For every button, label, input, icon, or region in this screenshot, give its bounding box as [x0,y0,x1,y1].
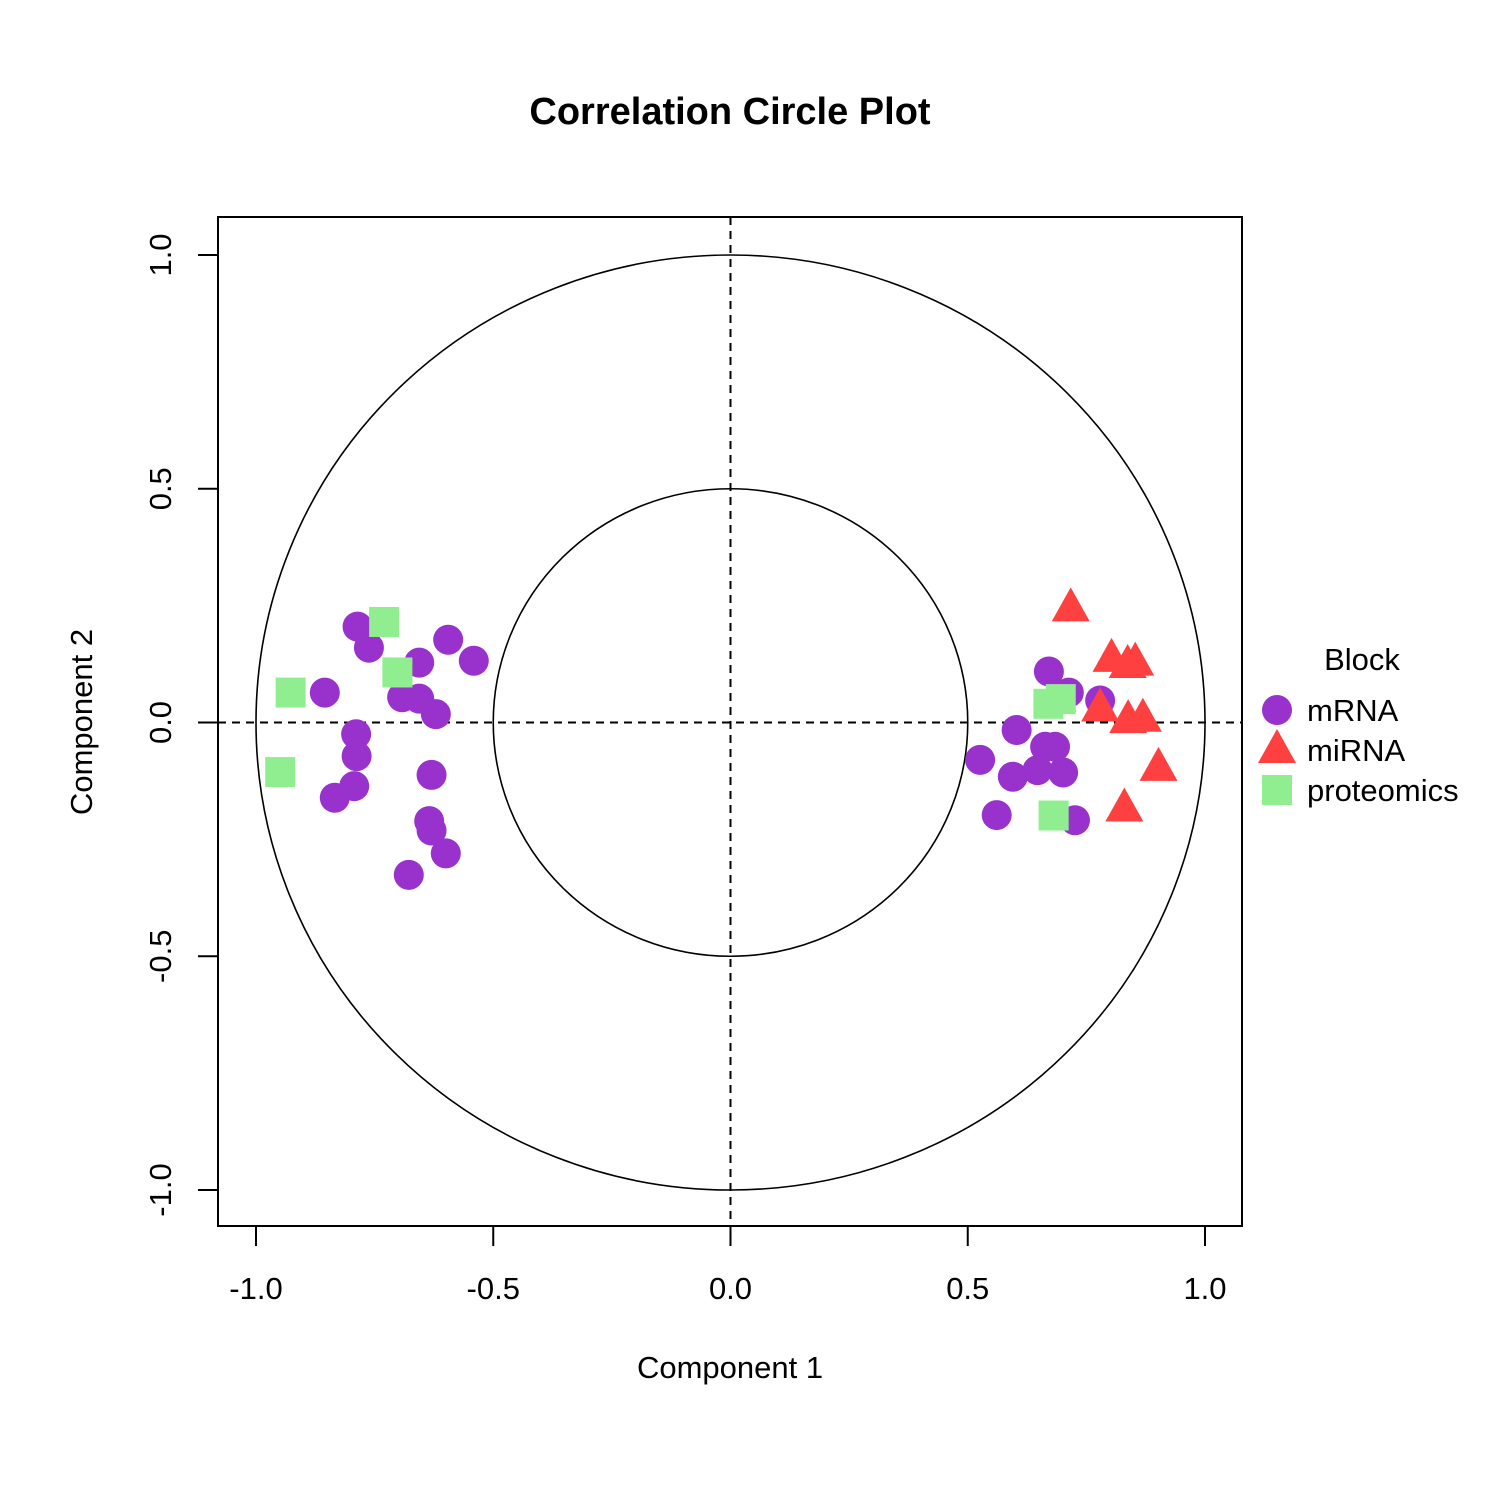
x-tick-label: 0.0 [709,1271,752,1306]
miRNA-point [1051,587,1090,622]
legend-mRNA-label: mRNA [1307,693,1399,728]
proteomics-point [382,657,413,688]
mRNA-point [1033,656,1064,687]
mRNA-point [997,761,1028,792]
mRNA-point [341,741,372,772]
miRNA-point [1116,641,1155,676]
mRNA-point [420,699,451,730]
mRNA-point [433,624,464,655]
legend-miRNA-label: miRNA [1307,733,1405,768]
mRNA-point [416,815,447,846]
x-tick-label: 1.0 [1183,1271,1226,1306]
y-tick-label: -0.5 [143,930,178,983]
mRNA-point [1048,757,1079,788]
mRNA-point [981,800,1012,831]
mRNA-point [430,838,461,869]
chart-title: Correlation Circle Plot [529,91,931,133]
x-tick-label: 0.5 [946,1271,989,1306]
y-tick-label: 1.0 [143,233,178,276]
legend-mRNA-marker [1262,695,1292,725]
mRNA-point [458,645,489,676]
proteomics-point [1038,800,1069,831]
x-tick-label: -1.0 [229,1271,282,1306]
y-axis-label: Component 2 [64,629,99,815]
miRNA-point [1123,697,1162,732]
x-axis-label: Component 1 [637,1350,823,1385]
legend: Block mRNA miRNA proteomics [1258,642,1459,808]
mRNA-point [319,782,350,813]
proteomics-point [1045,684,1076,715]
mRNA-point [1022,755,1053,786]
mRNA-point [309,677,340,708]
mRNA-point [341,719,372,750]
y-tick-label: 0.0 [143,701,178,744]
legend-proteomics-label: proteomics [1307,773,1459,808]
mRNA-point [965,744,996,775]
y-tick-label: 0.5 [143,467,178,510]
proteomics-point [275,677,306,708]
proteomics-point [265,757,296,788]
mRNA-point [416,759,447,790]
legend-miRNA-marker [1258,729,1296,763]
y-tick-label: -1.0 [143,1163,178,1216]
mRNA-point [393,859,424,890]
miRNA-point [1105,787,1144,822]
mRNA-point [353,632,384,663]
mRNA-point [1040,731,1071,762]
legend-proteomics-marker [1262,775,1292,805]
miRNA-point [1139,746,1178,781]
x-tick-label: -0.5 [467,1271,520,1306]
proteomics-point [369,606,400,637]
legend-title: Block [1324,642,1400,677]
mRNA-point [1001,714,1032,745]
miRNA-point [1081,687,1120,722]
